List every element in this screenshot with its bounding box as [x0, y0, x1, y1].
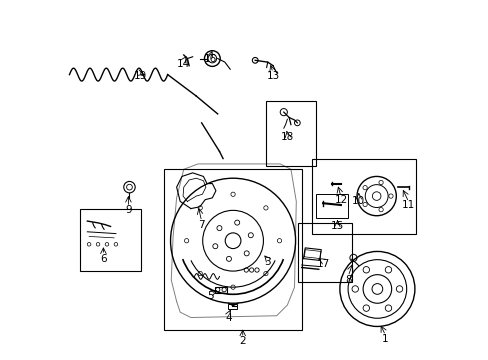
Text: 16: 16 — [203, 54, 217, 64]
Text: 1: 1 — [382, 334, 388, 344]
Bar — [298, 223, 351, 282]
Text: 17: 17 — [316, 259, 329, 269]
Text: 14: 14 — [177, 59, 190, 69]
Bar — [228, 304, 237, 309]
Bar — [312, 158, 415, 234]
Bar — [164, 169, 301, 330]
Bar — [265, 102, 315, 166]
Text: 6: 6 — [100, 253, 106, 264]
Bar — [315, 194, 347, 217]
Text: 3: 3 — [264, 257, 270, 267]
Bar — [215, 287, 226, 293]
Text: 9: 9 — [125, 205, 131, 215]
Text: 11: 11 — [401, 200, 415, 210]
Text: 19: 19 — [134, 71, 147, 81]
Text: 4: 4 — [224, 312, 231, 323]
Text: 8: 8 — [344, 275, 351, 285]
Text: 12: 12 — [334, 195, 347, 204]
Text: 10: 10 — [351, 197, 365, 206]
Text: 2: 2 — [239, 336, 245, 346]
Text: 18: 18 — [280, 132, 293, 142]
Text: 15: 15 — [330, 221, 343, 231]
Text: 13: 13 — [266, 71, 279, 81]
Text: 7: 7 — [198, 220, 204, 230]
Text: 5: 5 — [207, 291, 213, 301]
Bar — [80, 208, 141, 271]
